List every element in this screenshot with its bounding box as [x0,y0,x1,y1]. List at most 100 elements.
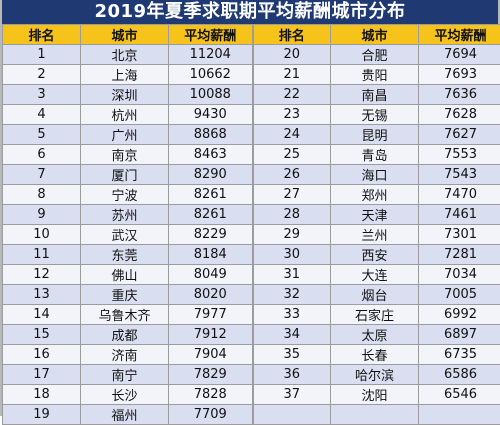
cell-salary-right: 7281 [419,245,500,265]
cell-rank-left: 11 [3,245,81,265]
cell-city-right: 昆明 [331,125,419,145]
header-salary-right: 平均薪酬 [419,25,500,45]
cell-rank-left: 2 [3,65,81,85]
cell-rank-right: 30 [253,245,331,265]
cell-rank-right: 24 [253,125,331,145]
cell-city-right: 长春 [331,345,419,365]
cell-salary-left: 8868 [169,125,253,145]
cell-city-left: 东莞 [81,245,169,265]
cell-city-left: 成都 [81,325,169,345]
cell-salary-right: 7461 [419,205,500,225]
cell-rank-right: 35 [253,345,331,365]
header-salary-left: 平均薪酬 [169,25,253,45]
cell-salary-right: 7034 [419,265,500,285]
cell-city-right: 大连 [331,265,419,285]
cell-city-left: 重庆 [81,285,169,305]
cell-city-left: 深圳 [81,85,169,105]
cell-salary-right: 7553 [419,145,500,165]
cell-salary-left: 7829 [169,365,253,385]
cell-rank-right: 21 [253,65,331,85]
cell-salary-left: 10662 [169,65,253,85]
cell-city-right: 兰州 [331,225,419,245]
cell-city-left: 济南 [81,345,169,365]
cell-rank-left: 13 [3,285,81,305]
header-city-right: 城市 [331,25,419,45]
cell-rank-left: 12 [3,265,81,285]
cell-city-right: 海口 [331,165,419,185]
cell-city-left: 厦门 [81,165,169,185]
cell-rank-right: 20 [253,45,331,65]
cell-city-right: 无锡 [331,105,419,125]
cell-salary-right: 7628 [419,105,500,125]
cell-salary-left: 11204 [169,45,253,65]
cell-city-right: 郑州 [331,185,419,205]
cell-salary-left: 8261 [169,185,253,205]
salary-table-image: 2019年夏季求职期平均薪酬城市分布 排名 城市 平均薪酬 排名 城市 平均薪酬… [0,0,500,416]
cell-city-right: 贵阳 [331,65,419,85]
cell-rank-right: 31 [253,265,331,285]
cell-rank-left: 16 [3,345,81,365]
cell-salary-left: 9430 [169,105,253,125]
cell-rank-left: 9 [3,205,81,225]
cell-rank-left: 7 [3,165,81,185]
cell-rank-right: 28 [253,205,331,225]
cell-salary-left: 8184 [169,245,253,265]
cell-rank-left: 6 [3,145,81,165]
cell-rank-left: 10 [3,225,81,245]
header-city-left: 城市 [81,25,169,45]
cell-city-right: 西安 [331,245,419,265]
cell-rank-right [253,405,331,425]
cell-city-left: 乌鲁木齐 [81,305,169,325]
cell-city-right: 青岛 [331,145,419,165]
cell-salary-right: 6897 [419,325,500,345]
cell-salary-right: 7627 [419,125,500,145]
cell-rank-left: 15 [3,325,81,345]
cell-city-right [331,405,419,425]
cell-salary-left: 8049 [169,265,253,285]
cell-salary-right: 6546 [419,385,500,405]
header-rank-right: 排名 [253,25,331,45]
cell-rank-left: 8 [3,185,81,205]
cell-city-left: 杭州 [81,105,169,125]
cell-city-left: 南京 [81,145,169,165]
cell-salary-left: 7977 [169,305,253,325]
cell-rank-right: 32 [253,285,331,305]
cell-rank-left: 17 [3,365,81,385]
cell-salary-right: 7543 [419,165,500,185]
cell-salary-left: 7912 [169,325,253,345]
cell-city-right: 合肥 [331,45,419,65]
cell-city-left: 南宁 [81,365,169,385]
cell-city-left: 长沙 [81,385,169,405]
cell-rank-right: 29 [253,225,331,245]
cell-salary-left: 8020 [169,285,253,305]
cell-rank-left: 19 [3,405,81,425]
cell-salary-left: 7828 [169,385,253,405]
cell-city-right: 天津 [331,205,419,225]
cell-rank-left: 5 [3,125,81,145]
cell-city-left: 北京 [81,45,169,65]
cell-city-right: 烟台 [331,285,419,305]
cell-city-right: 太原 [331,325,419,345]
table-title: 2019年夏季求职期平均薪酬城市分布 [2,0,498,24]
cell-salary-left: 7709 [169,405,253,425]
cell-salary-left: 10088 [169,85,253,105]
cell-salary-right: 6586 [419,365,500,385]
cell-salary-left: 8229 [169,225,253,245]
cell-city-right: 哈尔滨 [331,365,419,385]
cell-city-left: 佛山 [81,265,169,285]
